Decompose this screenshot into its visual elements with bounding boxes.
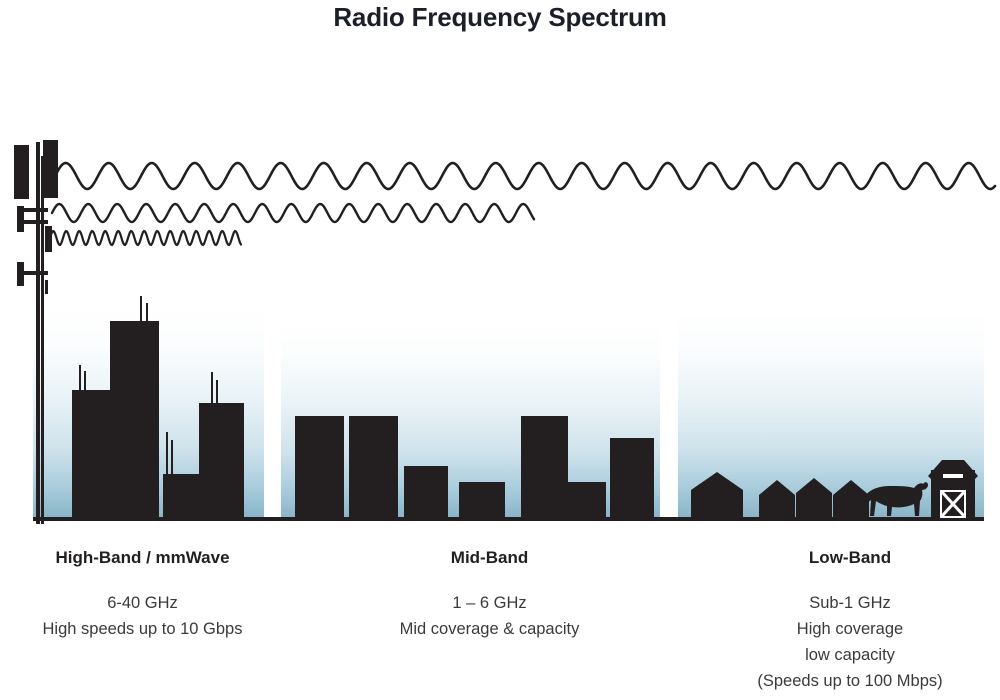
tower-crossarm-lower bbox=[24, 271, 48, 275]
tower-crossarm-upper bbox=[24, 208, 48, 212]
midband-building-5 bbox=[521, 416, 568, 518]
medium-wavelength-wave-path bbox=[50, 202, 536, 224]
caption-line-low-band-3: low capacity bbox=[805, 646, 895, 664]
caption-line-low-band-1: Sub-1 GHz bbox=[809, 594, 891, 612]
skyscraper-d bbox=[199, 403, 244, 518]
caption-mid-band: Mid-Band 1 – 6 GHz Mid coverage & capaci… bbox=[352, 548, 627, 642]
skyscraper-spire-b1 bbox=[140, 296, 142, 323]
skyscraper-c bbox=[163, 474, 199, 518]
caption-line-low-band-2: High coverage bbox=[796, 620, 904, 638]
caption-line-high-band-1: 6-40 GHz bbox=[107, 594, 178, 612]
antenna-panel-lower-left bbox=[17, 262, 24, 286]
barn-icon bbox=[928, 460, 978, 518]
tower-mast-right bbox=[41, 156, 44, 524]
skyscraper-spire-c2 bbox=[171, 440, 173, 475]
caption-line-high-band-2: High speeds up to 10 Gbps bbox=[42, 620, 243, 638]
antenna-panel-upper-right bbox=[43, 140, 58, 198]
farm-house-1 bbox=[691, 472, 743, 518]
midband-building-3 bbox=[404, 466, 448, 518]
midband-building-1 bbox=[295, 416, 344, 518]
skyscraper-b bbox=[110, 321, 159, 518]
caption-title-high-band: High-Band / mmWave bbox=[55, 548, 230, 567]
scenery-rural-farm bbox=[691, 460, 978, 518]
midband-building-7 bbox=[610, 438, 654, 518]
radio-wave-group bbox=[48, 161, 997, 247]
caption-title-mid-band: Mid-Band bbox=[450, 548, 529, 567]
caption-low-band: Low-Band Sub-1 GHz High coverage low cap… bbox=[700, 548, 1000, 694]
skyscraper-spire-b2 bbox=[146, 303, 148, 323]
skyscraper-spire-a2 bbox=[84, 371, 86, 395]
cell-tower bbox=[0, 138, 70, 528]
short-wavelength-wave-path bbox=[48, 229, 243, 247]
tower-mast-left bbox=[36, 142, 40, 524]
skyscraper-spire-d2 bbox=[216, 380, 218, 404]
caption-title-low-band: Low-Band bbox=[808, 548, 892, 567]
caption-high-band: High-Band / mmWave 6-40 GHz High speeds … bbox=[0, 548, 285, 642]
farm-house-4 bbox=[833, 480, 869, 518]
skyscraper-spire-d1 bbox=[211, 372, 213, 404]
tower-stub bbox=[45, 280, 48, 294]
caption-line-mid-band-1: 1 – 6 GHz bbox=[452, 594, 527, 612]
midband-building-6 bbox=[568, 482, 606, 518]
caption-line-mid-band-2: Mid coverage & capacity bbox=[399, 620, 580, 638]
long-wavelength-wave-path bbox=[53, 161, 997, 191]
midband-building-2 bbox=[349, 416, 398, 518]
cow-icon bbox=[854, 482, 928, 516]
skyscraper-a bbox=[72, 390, 110, 518]
skyscraper-spire-c1 bbox=[166, 432, 168, 475]
midband-building-4 bbox=[459, 482, 505, 518]
tower-crossarm-mid bbox=[24, 220, 48, 224]
caption-line-low-band-4: (Speeds up to 100 Mbps) bbox=[757, 672, 943, 690]
farm-house-3 bbox=[796, 478, 832, 518]
antenna-panel-upper-left bbox=[14, 145, 29, 199]
antenna-panel-mid-left bbox=[17, 206, 24, 232]
skyscraper-spire-a1 bbox=[79, 365, 81, 395]
antenna-panel-mid-right bbox=[45, 226, 52, 252]
ground-line bbox=[33, 517, 984, 521]
page-title: Radio Frequency Spectrum bbox=[333, 2, 667, 32]
farm-house-2 bbox=[759, 480, 795, 518]
